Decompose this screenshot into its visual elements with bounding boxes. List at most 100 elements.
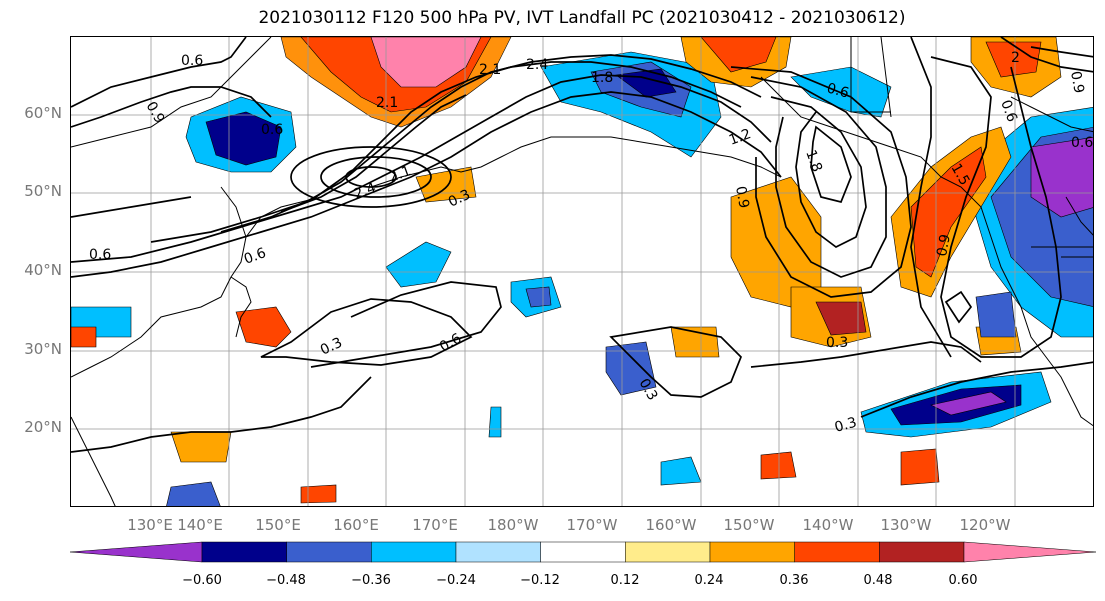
lon-label-150w: 150°W [723, 516, 775, 534]
colorbar-segment [286, 541, 372, 563]
lon-label-130w: 130°W [880, 516, 932, 534]
clabel-19: 0.3 [318, 335, 345, 359]
cbar-tick-neg012: −0.12 [520, 573, 560, 588]
anomaly-purple-subtropics [930, 391, 1007, 416]
lat-label-20n: 20°N [24, 418, 62, 436]
map-title: 2021030112 F120 500 hPa PV, IVT Landfall… [258, 8, 906, 28]
clabel-6: 2.1 [479, 62, 501, 78]
clabel-4: 2.4 [526, 57, 548, 73]
anomaly-red-mid-9 [900, 448, 940, 486]
contour-trough-2 [750, 76, 887, 278]
contour-east-1 [930, 56, 1062, 358]
contour-trough-1 [770, 96, 867, 248]
contour-jet-outer [71, 91, 782, 278]
clabel-5: 1.8 [591, 70, 613, 86]
anomaly-navy-okhotsk [205, 111, 282, 166]
contour-loop-inner [345, 166, 397, 188]
contour-0.6-west [71, 37, 247, 108]
contour-jet-2 [71, 74, 772, 263]
cbar-tick-neg048: −0.48 [266, 573, 306, 588]
cbar-tick-060: 0.60 [948, 573, 978, 588]
contour-0.3-east [860, 361, 1093, 418]
anomaly-red-east-mid [815, 301, 867, 336]
anomaly-red-bc [910, 146, 987, 278]
colorbar-segment [794, 541, 880, 563]
colorbar-segment [879, 541, 965, 563]
contour-jet-5 [280, 94, 467, 213]
lon-label-120w: 120°W [959, 516, 1011, 534]
clabel-25: 2 [1011, 50, 1020, 66]
anomaly-blue-mid-7 [660, 456, 702, 486]
lon-label-160e: 160°E [333, 516, 379, 534]
map-panel[interactable]: 0.6 0.9 2.1 2.4 1.8 2.1 0.6 0.6 2.4 2.1 … [70, 36, 1094, 507]
clabel-2: 0.9 [143, 99, 168, 126]
colorbar-segment [201, 541, 287, 563]
clabel-1: 0.6 [181, 53, 203, 69]
clabel-26: 0.6 [1071, 135, 1093, 151]
contour-0.3-tail [750, 341, 982, 368]
colorbar-segment [540, 541, 626, 563]
cbar-tick-036: 0.36 [779, 573, 809, 588]
lon-label-170w: 170°W [566, 516, 618, 534]
colorbar-arrow-right [963, 541, 1097, 563]
contour-east-loop [944, 290, 973, 324]
lat-label-50n: 50°N [24, 182, 62, 200]
anomaly-blue-mid-6 [488, 406, 502, 438]
lon-label-150e: 150°E [255, 516, 301, 534]
contour-0.3-mid [609, 326, 742, 398]
lat-label-60n: 60°N [24, 104, 62, 122]
contour-east-4 [1030, 46, 1093, 58]
cbar-tick-neg060: −0.60 [182, 573, 222, 588]
anomaly-red-south-2 [300, 484, 337, 504]
anomaly-blue-south-1 [166, 481, 221, 506]
contour-0.3-sw [260, 298, 473, 366]
clabel-16: 1.8 [802, 148, 825, 174]
cbar-tick-024: 0.24 [694, 573, 724, 588]
lon-label-140e: 140°E [177, 516, 223, 534]
lon-label-140w: 140°W [802, 516, 854, 534]
clabel-18: 0.6 [997, 98, 1020, 124]
lon-label-180w: 180°W [487, 516, 539, 534]
colorbar-segment [709, 541, 795, 563]
anomaly-red-mid-8 [760, 451, 797, 480]
colorbar-segments [69, 541, 1097, 563]
clabel-7: 0.6 [89, 247, 111, 263]
contour-east-3 [1000, 37, 1093, 73]
map-svg: 0.6 0.9 2.1 2.4 1.8 2.1 0.6 0.6 2.4 2.1 … [71, 37, 1093, 506]
contour-loop-2.4 [290, 146, 452, 208]
clabel-14: 0.9 [732, 185, 752, 210]
clabel-22: 0.3 [826, 335, 848, 351]
contour-trough-inner [810, 125, 852, 204]
contour-0.9-west [71, 86, 272, 128]
anomaly-red-japan-south [235, 306, 292, 348]
contour-0.3-long [71, 376, 372, 453]
clabel-15: 0.6 [825, 80, 851, 101]
clabel-8: 0.6 [242, 245, 268, 268]
anomaly-orange-south-1 [170, 431, 232, 463]
anomaly-red-topright [985, 41, 1042, 78]
contour-0.6-w [71, 196, 192, 218]
anomaly-pink-core [370, 37, 482, 88]
clabel-23: 0.3 [833, 415, 859, 436]
clabel-10: 2.1 [387, 163, 413, 186]
cbar-tick-neg024: −0.24 [436, 573, 476, 588]
clabel-17: 0.9 [934, 233, 954, 258]
lat-label-40n: 40°N [24, 261, 62, 279]
colorbar-segment [371, 541, 457, 563]
pv-contours [71, 37, 1093, 453]
clabel-24: 0.9 [1067, 70, 1087, 95]
anomaly-red-top [700, 37, 777, 73]
contour-jet-4 [220, 61, 742, 233]
cbar-tick-neg036: −0.36 [351, 573, 391, 588]
anomaly-blue-mid-1 [385, 241, 452, 288]
cbar-tick-012: 0.12 [610, 573, 640, 588]
colorbar-segment [455, 541, 541, 563]
anomaly-red-left-edge [71, 326, 97, 348]
clabel-12: 0.6 [261, 122, 283, 138]
lon-label-170e: 170°E [412, 516, 458, 534]
colorbar-segment [625, 541, 711, 563]
colorbar [69, 541, 1097, 563]
contour-trough-3 [730, 66, 912, 298]
anomaly-blue-mid-3 [605, 341, 657, 396]
lat-label-30n: 30°N [24, 340, 62, 358]
